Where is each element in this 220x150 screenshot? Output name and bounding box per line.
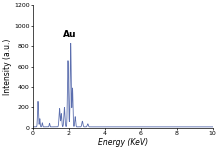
Text: Au: Au — [63, 30, 77, 39]
X-axis label: Energy (KeV): Energy (KeV) — [98, 138, 148, 147]
Y-axis label: Intensity (a.u.): Intensity (a.u.) — [4, 38, 13, 95]
